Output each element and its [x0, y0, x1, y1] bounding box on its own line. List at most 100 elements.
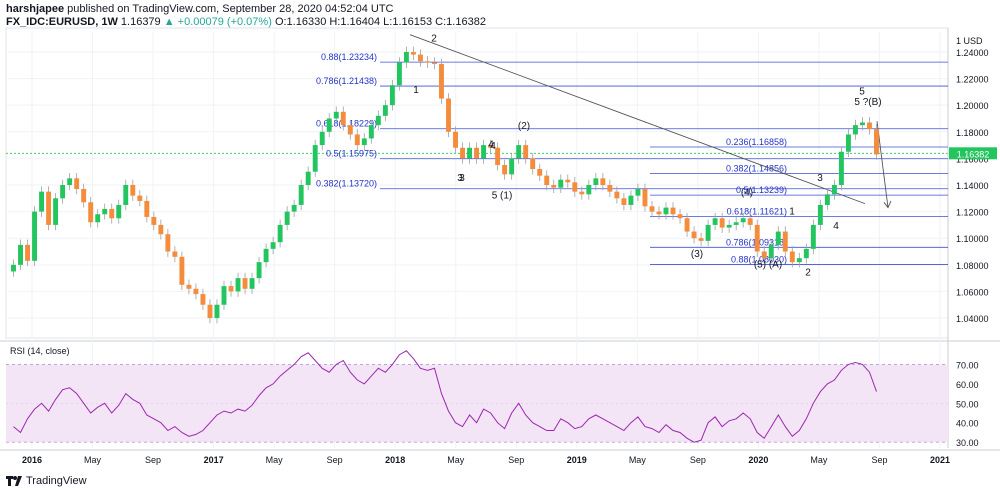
candle-body: [25, 244, 30, 261]
candle-body: [123, 185, 129, 205]
candle-body: [312, 145, 318, 172]
candle-body: [684, 218, 690, 232]
candle-body: [11, 264, 16, 272]
candle-body: [130, 185, 136, 196]
candle-body: [551, 185, 557, 188]
time-tick-label: 2018: [385, 455, 405, 465]
candle-body: [235, 278, 241, 292]
fib-level-label: 0.5(1.13239): [736, 185, 787, 195]
price-tick-label: 1.22000: [956, 75, 989, 85]
candle-body: [502, 165, 508, 175]
fib-level-label: 0.786(1.21438): [316, 76, 377, 86]
candle-body: [165, 234, 171, 252]
candle-body: [719, 218, 725, 228]
candle-body: [382, 105, 388, 116]
price-tick-label: 1.08000: [956, 261, 989, 271]
chart-header-publisher: harshjapee published on TradingView.com,…: [6, 3, 394, 15]
candle-body: [831, 185, 837, 195]
time-tick-label: 2017: [204, 455, 224, 465]
candle-body: [18, 244, 23, 265]
candle-body: [649, 206, 655, 212]
candle-body: [628, 195, 634, 205]
candle-body: [319, 131, 325, 146]
publisher-name: harshjapee: [6, 3, 65, 15]
candle-body: [481, 145, 487, 159]
price-tick-label: 1.20000: [956, 101, 989, 111]
candle-body: [691, 231, 697, 239]
candle-body: [614, 191, 620, 199]
candle-body: [565, 179, 571, 183]
price-tick-label: 1.04000: [956, 314, 989, 324]
candle-body: [354, 134, 360, 146]
candle-body: [137, 195, 143, 201]
time-tick-label: May: [84, 455, 102, 465]
tradingview-mark-icon: [6, 476, 22, 486]
candle-body: [656, 211, 662, 215]
candle-body: [403, 51, 409, 63]
rsi-tick-label: 40.00: [956, 419, 979, 429]
candle-body: [705, 224, 711, 241]
candle-body: [102, 208, 108, 215]
candle-body: [439, 63, 444, 99]
candle-body: [74, 178, 80, 189]
candle-body: [838, 151, 844, 185]
candle-body: [389, 85, 395, 106]
candle-body: [874, 129, 879, 155]
candle-body: [579, 191, 585, 195]
candle-body: [109, 208, 115, 219]
wave-label: (2): [518, 121, 530, 132]
candle-body: [803, 248, 809, 259]
price-axis: 1.24000 1.22000 1.20000 1.18000 1.16000 1.140…: [949, 36, 997, 448]
rsi-title: RSI (14, close): [10, 346, 70, 356]
candle-body: [151, 216, 157, 225]
wave-label: 5 (1): [492, 190, 513, 201]
candle-body: [621, 198, 627, 205]
candle-body: [228, 286, 234, 292]
time-tick-label: 2021: [930, 455, 950, 465]
candle-body: [530, 158, 536, 170]
tradingview-brand: TradingView: [26, 475, 87, 487]
wave-label: 4: [490, 141, 496, 152]
candle-body: [810, 224, 816, 249]
candle-body: [824, 194, 830, 205]
candle-body: [214, 304, 220, 319]
published-text: published on TradingView.com, September …: [67, 3, 394, 15]
time-tick-label: May: [810, 455, 828, 465]
time-tick-label: Sep: [871, 455, 887, 465]
candle-body: [488, 145, 494, 148]
candle-body: [586, 185, 592, 195]
price-unit-label: 1 USD: [956, 36, 983, 46]
wave-label: 5: [859, 87, 865, 98]
candle-body: [347, 125, 353, 135]
fibonacci-levels: 0.88(1.23234) 0.786(1.21438) 0.618(1.18229…: [316, 52, 948, 265]
fib-level-label: 0.618(1.11621): [727, 207, 787, 217]
fib-level-label: 0.382(1.14856): [726, 164, 787, 174]
candle-body: [221, 286, 227, 305]
candle-body: [172, 251, 178, 257]
time-tick-label: 2016: [22, 455, 42, 465]
candle-body: [67, 178, 73, 185]
time-tick-label: Sep: [327, 455, 343, 465]
wave-label: 4: [833, 221, 839, 232]
price-tick-label: 1.14000: [956, 181, 989, 191]
time-tick-label: 2019: [567, 455, 587, 465]
price-tick-label: 1.24000: [956, 48, 989, 58]
tradingview-logo[interactable]: TradingView: [6, 475, 87, 487]
candle-body: [186, 284, 192, 289]
candle-body: [740, 218, 746, 223]
candle-body: [558, 179, 564, 188]
time-tick-label: May: [447, 455, 465, 465]
candle-body: [200, 294, 206, 305]
wave-label: 3: [817, 173, 823, 184]
candle-body: [572, 182, 578, 192]
candle-body: [305, 171, 311, 185]
candle-body: [796, 258, 802, 263]
candle-body: [817, 204, 823, 225]
candle-body: [852, 125, 858, 135]
wave-label: 1: [413, 85, 419, 96]
candle-body: [179, 256, 185, 285]
wave-label: 5 ?(B): [854, 97, 881, 108]
time-tick-label: May: [266, 455, 284, 465]
symbol-label: FX_IDC:EURUSD, 1W: [6, 16, 118, 28]
